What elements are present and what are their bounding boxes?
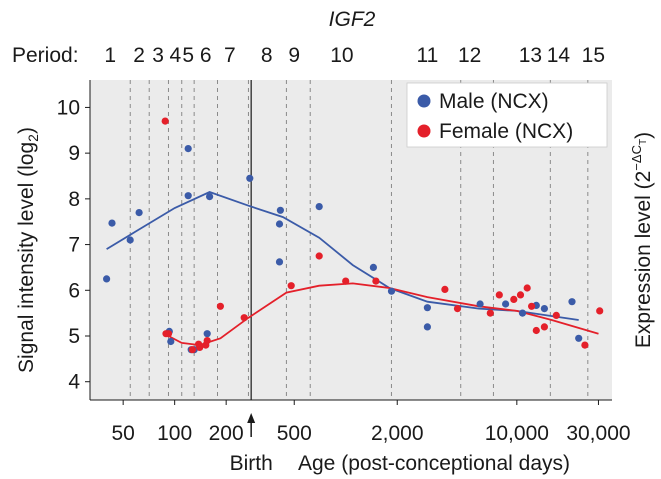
chart-title: IGF2 (329, 8, 376, 31)
legend-marker-male (417, 94, 431, 108)
y-tick-label-7: 7 (68, 234, 80, 257)
legend-label-male: Male (NCX) (439, 90, 549, 113)
y-tick-label-5: 5 (68, 325, 80, 348)
x-tick-label-500: 500 (277, 422, 312, 445)
birth-marker: Birth (230, 80, 273, 475)
period-label-8: 8 (261, 44, 273, 67)
x-tick-label-30000: 30,000 (566, 422, 630, 445)
data-point-male-26 (540, 305, 549, 313)
data-point-male-16 (276, 206, 284, 214)
y-tick-label-10: 10 (57, 96, 80, 119)
period-label-11: 11 (416, 44, 438, 67)
data-point-male-17 (315, 203, 323, 211)
data-point-male-14 (275, 258, 284, 266)
data-point-female-14 (372, 277, 380, 285)
y-tick-label-9: 9 (68, 142, 80, 165)
data-point-female-18 (495, 291, 503, 299)
data-point-female-27 (596, 307, 604, 315)
legend: Male (NCX) Female (NCX) (406, 82, 608, 148)
data-point-male-4 (135, 209, 143, 217)
x-tick-label-10000: 10,000 (485, 422, 549, 445)
data-point-female-13 (342, 277, 350, 285)
period-label-10: 10 (330, 44, 353, 67)
data-point-male-19 (387, 287, 396, 295)
period-label-15: 15 (582, 44, 605, 67)
period-label-14: 14 (547, 44, 571, 67)
x-tick-label-2000: 2,000 (371, 422, 424, 445)
data-point-female-25 (552, 311, 560, 319)
data-point-female-11 (287, 282, 295, 290)
x-tick-label-100: 100 (157, 422, 192, 445)
y-axis-label-right: Expression level (2−ΔCT) (629, 132, 655, 348)
legend-box (406, 82, 608, 148)
data-point-male-18 (369, 263, 377, 271)
data-point-female-8 (203, 337, 211, 345)
data-point-male-13 (246, 174, 254, 182)
birth-arrowhead-icon (247, 413, 256, 423)
period-label: Period: (12, 44, 79, 67)
period-label-13: 13 (519, 44, 542, 67)
data-point-female-3 (164, 330, 173, 338)
data-point-male-7 (184, 145, 192, 153)
x-tick-label-200: 200 (209, 422, 244, 445)
data-point-male-12 (206, 193, 214, 201)
data-point-female-9 (216, 302, 224, 310)
legend-marker-female (417, 124, 431, 138)
data-point-male-3 (126, 236, 134, 244)
data-point-male-15 (275, 220, 284, 228)
data-point-female-26 (581, 341, 589, 349)
data-point-female-6 (196, 343, 204, 351)
period-label-9: 9 (288, 44, 300, 67)
data-point-male-22 (476, 300, 484, 308)
data-point-female-21 (523, 284, 531, 292)
data-point-male-6 (167, 337, 175, 346)
legend-label-female: Female (NCX) (439, 120, 573, 143)
data-point-male-2 (108, 219, 116, 227)
period-label-3: 3 (152, 44, 164, 67)
x-axis-label: Age (post-conceptional days) (298, 452, 570, 475)
data-point-female-15 (441, 285, 449, 293)
birth-label: Birth (230, 452, 273, 475)
period-label-7: 7 (224, 44, 236, 67)
data-point-female-19 (510, 295, 518, 303)
data-point-male-8 (184, 192, 192, 200)
data-point-female-16 (453, 305, 462, 313)
y-tick-label-4: 4 (68, 371, 80, 394)
y-axis: 4 5 6 7 8 9 10 (57, 80, 91, 400)
data-point-male-11 (203, 330, 211, 338)
period-labels: 1 2 3 4 5 6 7 8 9 10 11 12 13 14 15 (104, 44, 605, 67)
data-point-female-17 (486, 309, 494, 317)
data-point-female-20 (516, 291, 525, 299)
period-label-1: 1 (104, 44, 116, 67)
data-point-male-28 (575, 334, 583, 342)
data-point-male-27 (568, 298, 576, 306)
y-tick-label-8: 8 (68, 188, 80, 211)
data-point-male-21 (423, 304, 431, 312)
data-point-male-20 (423, 323, 431, 331)
data-point-female-22 (528, 302, 536, 310)
data-point-female-24 (540, 323, 549, 331)
data-point-female-1 (161, 117, 169, 125)
data-point-male-24 (518, 309, 527, 317)
data-point-female-10 (240, 314, 248, 322)
data-point-male-23 (502, 300, 510, 308)
period-label-6: 6 (200, 44, 212, 67)
data-point-female-4 (188, 346, 196, 354)
period-label-12: 12 (458, 44, 481, 67)
y-tick-label-6: 6 (68, 279, 80, 302)
period-label-5: 5 (182, 44, 194, 67)
data-point-male-1 (103, 275, 111, 283)
y-axis-label-left: Signal intensity level (log2) (15, 127, 41, 373)
data-point-female-23 (532, 326, 540, 335)
data-point-female-12 (315, 252, 323, 260)
period-label-4: 4 (170, 44, 182, 67)
data-points (103, 117, 604, 354)
x-tick-label-50: 50 (111, 422, 134, 445)
period-label-2: 2 (133, 44, 145, 67)
x-axis: 50 100 200 500 2,000 10,000 30,000 (90, 399, 631, 445)
